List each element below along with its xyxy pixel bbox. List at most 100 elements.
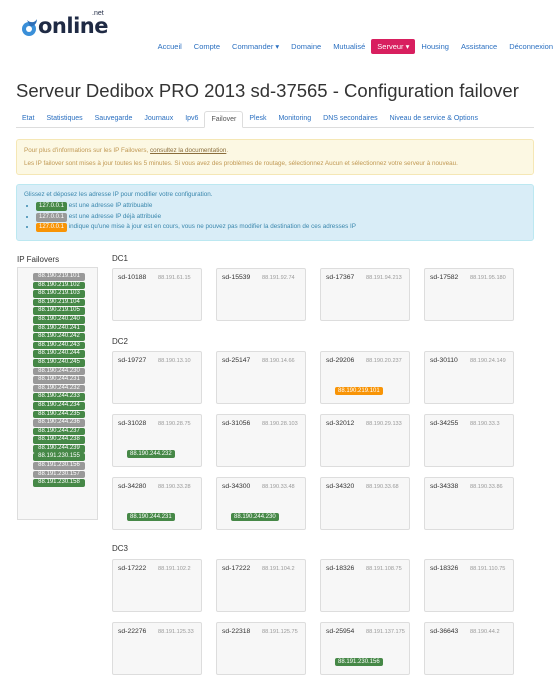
nav-item-serveur[interactable]: Serveur ▾ (371, 39, 416, 54)
server-dropzone[interactable]: sd-32012 88.190.29.133 (320, 414, 410, 467)
legend-item: 127.0.0.1 est une adresse IP attribuable (36, 201, 526, 212)
ip-failover-badge[interactable]: 88.190.244.234 (33, 401, 85, 410)
ip-failover-badge[interactable]: 88.190.240.241 (33, 324, 85, 333)
logo[interactable]: online .net (10, 8, 108, 38)
server-name: sd-36643 (430, 628, 459, 635)
warning-line-2: Les IP failover sont mises à jour toutes… (24, 160, 458, 167)
server-ip: 88.190.33.68 (366, 484, 399, 490)
nav-item-assistance[interactable]: Assistance (460, 42, 498, 51)
assigned-failover-badge[interactable]: 88.190.244.231 (127, 513, 175, 521)
legend-badge-orange: 127.0.0.1 (36, 223, 68, 232)
nav-item-domaine[interactable]: Domaine (291, 42, 322, 51)
brand-name: online (38, 14, 108, 38)
server-ip: 88.190.29.133 (366, 421, 402, 427)
server-name: sd-18326 (326, 565, 355, 572)
server-ip: 88.191.125.75 (262, 629, 298, 635)
ip-failover-badge[interactable]: 88.190.240.242 (33, 333, 85, 341)
ip-failover-badge[interactable]: 88.190.240.245 (33, 358, 85, 367)
nav-item-commander[interactable]: Commander ▾ (232, 42, 280, 51)
server-dropzone[interactable]: sd-25954 88.191.137.175 88.191.230.156 (320, 622, 410, 675)
legend-badge-green: 127.0.0.1 (36, 202, 68, 211)
tab-failover[interactable]: Failover (204, 111, 244, 128)
server-dropzone[interactable]: sd-34338 88.190.33.86 (424, 477, 514, 530)
tab-plesk[interactable]: Plesk (249, 115, 267, 122)
server-ip: 88.190.33.3 (470, 421, 500, 427)
tab-ipv6[interactable]: Ipv6 (185, 115, 199, 122)
server-dropzone[interactable]: sd-18326 88.191.108.75 (320, 559, 410, 612)
server-dropzone[interactable]: sd-34320 88.190.33.68 (320, 477, 410, 530)
tab-etat[interactable]: Etat (22, 115, 35, 122)
ip-failover-badge[interactable]: 88.190.244.238 (33, 436, 85, 444)
nav-item-mutualisé[interactable]: Mutualisé (333, 42, 366, 51)
ip-failover-badge[interactable]: 88.190.244.239 (33, 444, 85, 453)
ip-failover-badge: 88.190.244.231 (33, 376, 85, 384)
nav-item-accueil[interactable]: Accueil (157, 42, 182, 51)
server-name: sd-25147 (222, 357, 251, 364)
ip-failover-badge[interactable]: 88.190.219.103 (33, 290, 85, 298)
info-alert: Glissez et déposez les adresse IP pour m… (16, 184, 534, 241)
server-ip: 88.190.33.86 (470, 484, 503, 490)
server-dropzone[interactable]: sd-17582 88.191.95.180 (424, 268, 514, 321)
server-dropzone[interactable]: sd-34255 88.190.33.3 (424, 414, 514, 467)
ip-failover-badge: 88.190.244.232 (33, 384, 85, 393)
documentation-link[interactable]: consultez la documentation (150, 147, 227, 154)
dc-title-dc3: DC3 (112, 544, 129, 553)
warning-line-1: Pour plus d'informations sur les IP Fail… (24, 147, 229, 154)
ip-failover-badge[interactable]: 88.191.230.158 (33, 479, 85, 487)
server-dropzone[interactable]: sd-34280 88.190.33.28 88.190.244.231 (112, 477, 202, 530)
server-dropzone[interactable]: sd-29206 88.190.20.237 88.190.219.101 (320, 351, 410, 404)
ip-failover-badge[interactable]: 88.190.244.233 (33, 393, 85, 402)
server-ip: 88.191.61.15 (158, 275, 191, 281)
server-dropzone[interactable]: sd-10188 88.191.61.15 (112, 268, 202, 321)
tab-niveaudeserviceoptions[interactable]: Niveau de service & Options (389, 115, 478, 122)
assigned-failover-badge[interactable]: 88.190.244.232 (127, 450, 175, 458)
tab-journaux[interactable]: Journaux (144, 115, 174, 122)
server-dropzone[interactable]: sd-17222 88.191.104.2 (216, 559, 306, 612)
server-dropzone[interactable]: sd-31056 88.190.28.103 (216, 414, 306, 467)
ip-failover-badge[interactable]: 88.190.244.235 (33, 410, 85, 419)
ip-failover-badge[interactable]: 88.190.219.104 (33, 298, 85, 307)
tab-dnssecondaires[interactable]: DNS secondaires (323, 115, 378, 122)
server-name: sd-30110 (430, 357, 458, 364)
server-name: sd-17222 (222, 565, 251, 572)
legend-item: 127.0.0.1 est une adresse IP déjà attrib… (36, 212, 526, 223)
dc-title-dc1: DC1 (112, 254, 129, 263)
assigned-failover-badge[interactable]: 88.190.244.230 (231, 513, 279, 521)
server-dropzone[interactable]: sd-34300 88.190.33.48 88.190.244.230 (216, 477, 306, 530)
ip-failover-badge[interactable]: 88.190.219.102 (33, 281, 85, 290)
server-dropzone[interactable]: sd-18326 88.191.110.75 (424, 559, 514, 612)
tab-sauvegarde[interactable]: Sauvegarde (94, 115, 133, 122)
ip-failover-badge[interactable]: 88.190.240.244 (33, 350, 85, 359)
ip-failover-badge[interactable]: 88.190.240.243 (33, 341, 85, 350)
server-dropzone[interactable]: sd-22318 88.191.125.75 (216, 622, 306, 675)
ip-failover-badge[interactable]: 88.190.244.237 (33, 427, 85, 436)
tab-monitoring[interactable]: Monitoring (278, 115, 312, 122)
tab-statistiques[interactable]: Statistiques (46, 115, 83, 122)
server-dropzone[interactable]: sd-25147 88.190.14.66 (216, 351, 306, 404)
server-dropzone[interactable]: sd-17367 88.191.94.213 (320, 268, 410, 321)
ip-failovers-title: IP Failovers (17, 255, 60, 264)
server-ip: 88.190.20.237 (366, 358, 402, 364)
server-name: sd-25954 (326, 628, 355, 635)
server-dropzone[interactable]: sd-36643 88.190.44.2 (424, 622, 514, 675)
server-ip: 88.191.92.74 (262, 275, 295, 281)
ip-failover-badge: 88.190.244.230 (33, 367, 85, 376)
ip-failover-badge[interactable]: 88.190.240.240 (33, 315, 85, 324)
ip-failover-badge[interactable]: 88.191.230.155 (33, 453, 85, 462)
server-ip: 88.190.44.2 (470, 629, 500, 635)
server-dropzone[interactable]: sd-30110 88.190.24.149 (424, 351, 514, 404)
server-dropzone[interactable]: sd-17222 88.191.102.2 (112, 559, 202, 612)
server-name: sd-31028 (118, 420, 147, 427)
nav-item-déconnexion[interactable]: Déconnexion (509, 42, 553, 51)
flame-icon (22, 19, 37, 36)
server-dropzone[interactable]: sd-22276 88.191.125.33 (112, 622, 202, 675)
nav-item-housing[interactable]: Housing (421, 42, 449, 51)
server-name: sd-10188 (118, 274, 147, 281)
assigned-failover-badge[interactable]: 88.191.230.156 (335, 658, 383, 666)
server-ip: 88.190.28.75 (158, 421, 191, 427)
server-dropzone[interactable]: sd-15539 88.191.92.74 (216, 268, 306, 321)
server-dropzone[interactable]: sd-19727 88.190.13.10 (112, 351, 202, 404)
server-dropzone[interactable]: sd-31028 88.190.28.75 88.190.244.232 (112, 414, 202, 467)
ip-failover-badge[interactable]: 88.190.219.105 (33, 307, 85, 316)
nav-item-compte[interactable]: Compte (193, 42, 221, 51)
